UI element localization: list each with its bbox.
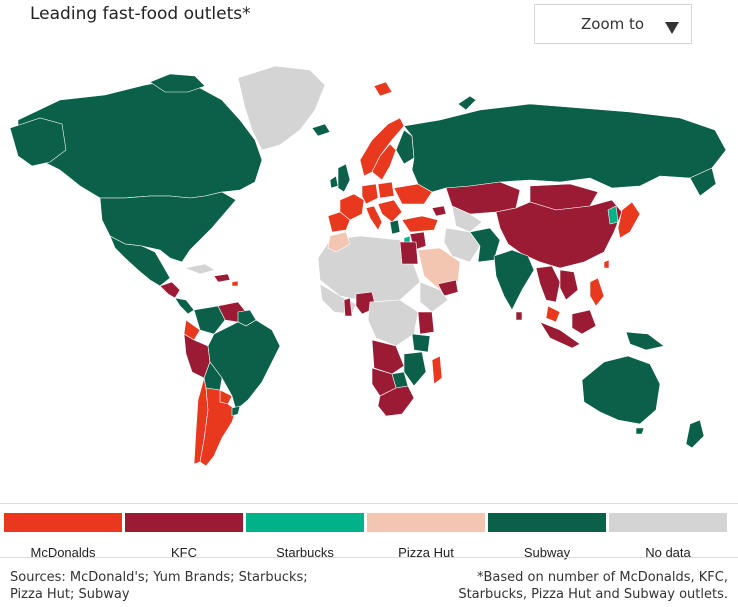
legend-swatch: [125, 513, 243, 532]
region-iceland: [311, 123, 331, 137]
legend-item-kfc: KFC: [125, 513, 243, 560]
legend-swatch: [4, 513, 122, 532]
footnote-line: *Based on number of McDonalds, KFC,: [476, 570, 728, 585]
legend-label: Pizza Hut: [398, 545, 454, 560]
region-afghanistan-pakistan: [469, 227, 501, 263]
region-mexico: [109, 235, 171, 287]
region-uruguay: [231, 405, 241, 417]
legend-label: KFC: [171, 545, 197, 560]
region-uk: [337, 163, 351, 193]
region-taiwan: [603, 259, 610, 269]
legend-swatch: [246, 513, 364, 532]
region-myanmar-thailand: [535, 265, 561, 303]
region-central-america-north: [159, 281, 181, 299]
legend-swatch: [609, 513, 727, 532]
region-peru: [183, 333, 211, 379]
region-borneo: [571, 309, 597, 335]
region-india: [493, 249, 535, 311]
sources-line: Sources: McDonald's; Yum Brands; Starbuc…: [10, 570, 308, 585]
region-argentina: [199, 387, 237, 467]
region-greenland: [237, 65, 326, 151]
legend-item-pizza-hut: Pizza Hut: [367, 513, 485, 560]
region-puerto-rico: [231, 280, 239, 287]
world-map[interactable]: [0, 60, 738, 470]
legend-item-mcdonalds: McDonalds: [4, 513, 122, 560]
region-kenya: [417, 311, 435, 335]
legend-label: No data: [645, 545, 691, 560]
legend-label: Subway: [523, 545, 571, 560]
region-balkans: [377, 199, 403, 223]
region-philippines: [589, 277, 605, 307]
region-egypt: [399, 241, 419, 265]
map-title: Leading fast-food outlets*: [28, 4, 253, 24]
region-tasmania: [635, 427, 645, 435]
sources-note: Sources: McDonald's; Yum Brands; Starbuc…: [10, 569, 340, 603]
region-madagascar: [431, 355, 443, 385]
region-ireland: [329, 175, 339, 189]
region-germany: [361, 183, 379, 205]
region-ethiopia-horn: [419, 281, 449, 313]
region-morocco: [327, 231, 351, 253]
region-alaska: [9, 117, 67, 167]
region-colombia: [193, 305, 226, 335]
region-norway: [359, 117, 405, 177]
region-central-asia: [451, 205, 483, 233]
sources-line: Pizza Hut; Subway: [10, 587, 130, 602]
region-cuba: [183, 263, 216, 275]
zoom-to-label: Zoom to: [581, 15, 645, 33]
region-ukraine: [393, 183, 433, 205]
region-novaya-zemlya: [457, 95, 477, 111]
region-arabia: [417, 247, 461, 291]
region-greece: [389, 219, 401, 235]
region-turkey: [401, 215, 439, 233]
legend-rule-top: [0, 503, 738, 504]
footnote-line: Starbucks, Pizza Hut and Subway outlets.: [458, 587, 728, 602]
region-japan: [617, 201, 641, 239]
region-new-zealand: [685, 419, 705, 449]
region-indonesia-west: [539, 321, 581, 349]
legend-swatch: [367, 513, 485, 532]
legend-swatch: [488, 513, 606, 532]
region-sri-lanka: [515, 311, 523, 321]
legend-item-starbucks: Starbucks: [246, 513, 364, 560]
footnote: *Based on number of McDonalds, KFC, Star…: [438, 569, 728, 603]
region-kamchatka: [689, 167, 717, 197]
legend-item-no-data: No data: [609, 513, 727, 560]
region-yemen: [437, 279, 459, 297]
region-arctic-islands: [149, 73, 206, 93]
region-russia: [403, 103, 727, 193]
region-central-africa: [367, 299, 419, 347]
region-svalbard: [373, 81, 393, 97]
legend-item-subway: Subway: [488, 513, 606, 560]
region-iberia: [327, 211, 351, 233]
region-tanzania: [411, 333, 431, 353]
region-australia: [581, 355, 661, 425]
zoom-to-dropdown[interactable]: Zoom to: [534, 4, 692, 44]
region-new-guinea: [625, 331, 665, 351]
triangle-down-icon[interactable]: [665, 19, 679, 38]
legend-rule-bottom: [0, 557, 738, 558]
legend-label: McDonalds: [30, 545, 96, 560]
region-malaysia: [545, 305, 561, 323]
region-south-africa: [377, 385, 415, 417]
region-italy: [365, 205, 383, 231]
region-ghana: [343, 297, 353, 317]
region-mozambique-area: [403, 351, 427, 387]
region-indochina: [559, 269, 579, 301]
region-caucasus: [431, 205, 447, 217]
region-central-america-south: [174, 297, 195, 315]
region-angola-zambia: [371, 339, 405, 375]
region-poland: [377, 181, 395, 199]
legend-label: Starbucks: [276, 545, 334, 560]
region-caribbean-islands: [213, 273, 231, 283]
region-china: [495, 199, 623, 269]
region-korea: [607, 205, 619, 225]
